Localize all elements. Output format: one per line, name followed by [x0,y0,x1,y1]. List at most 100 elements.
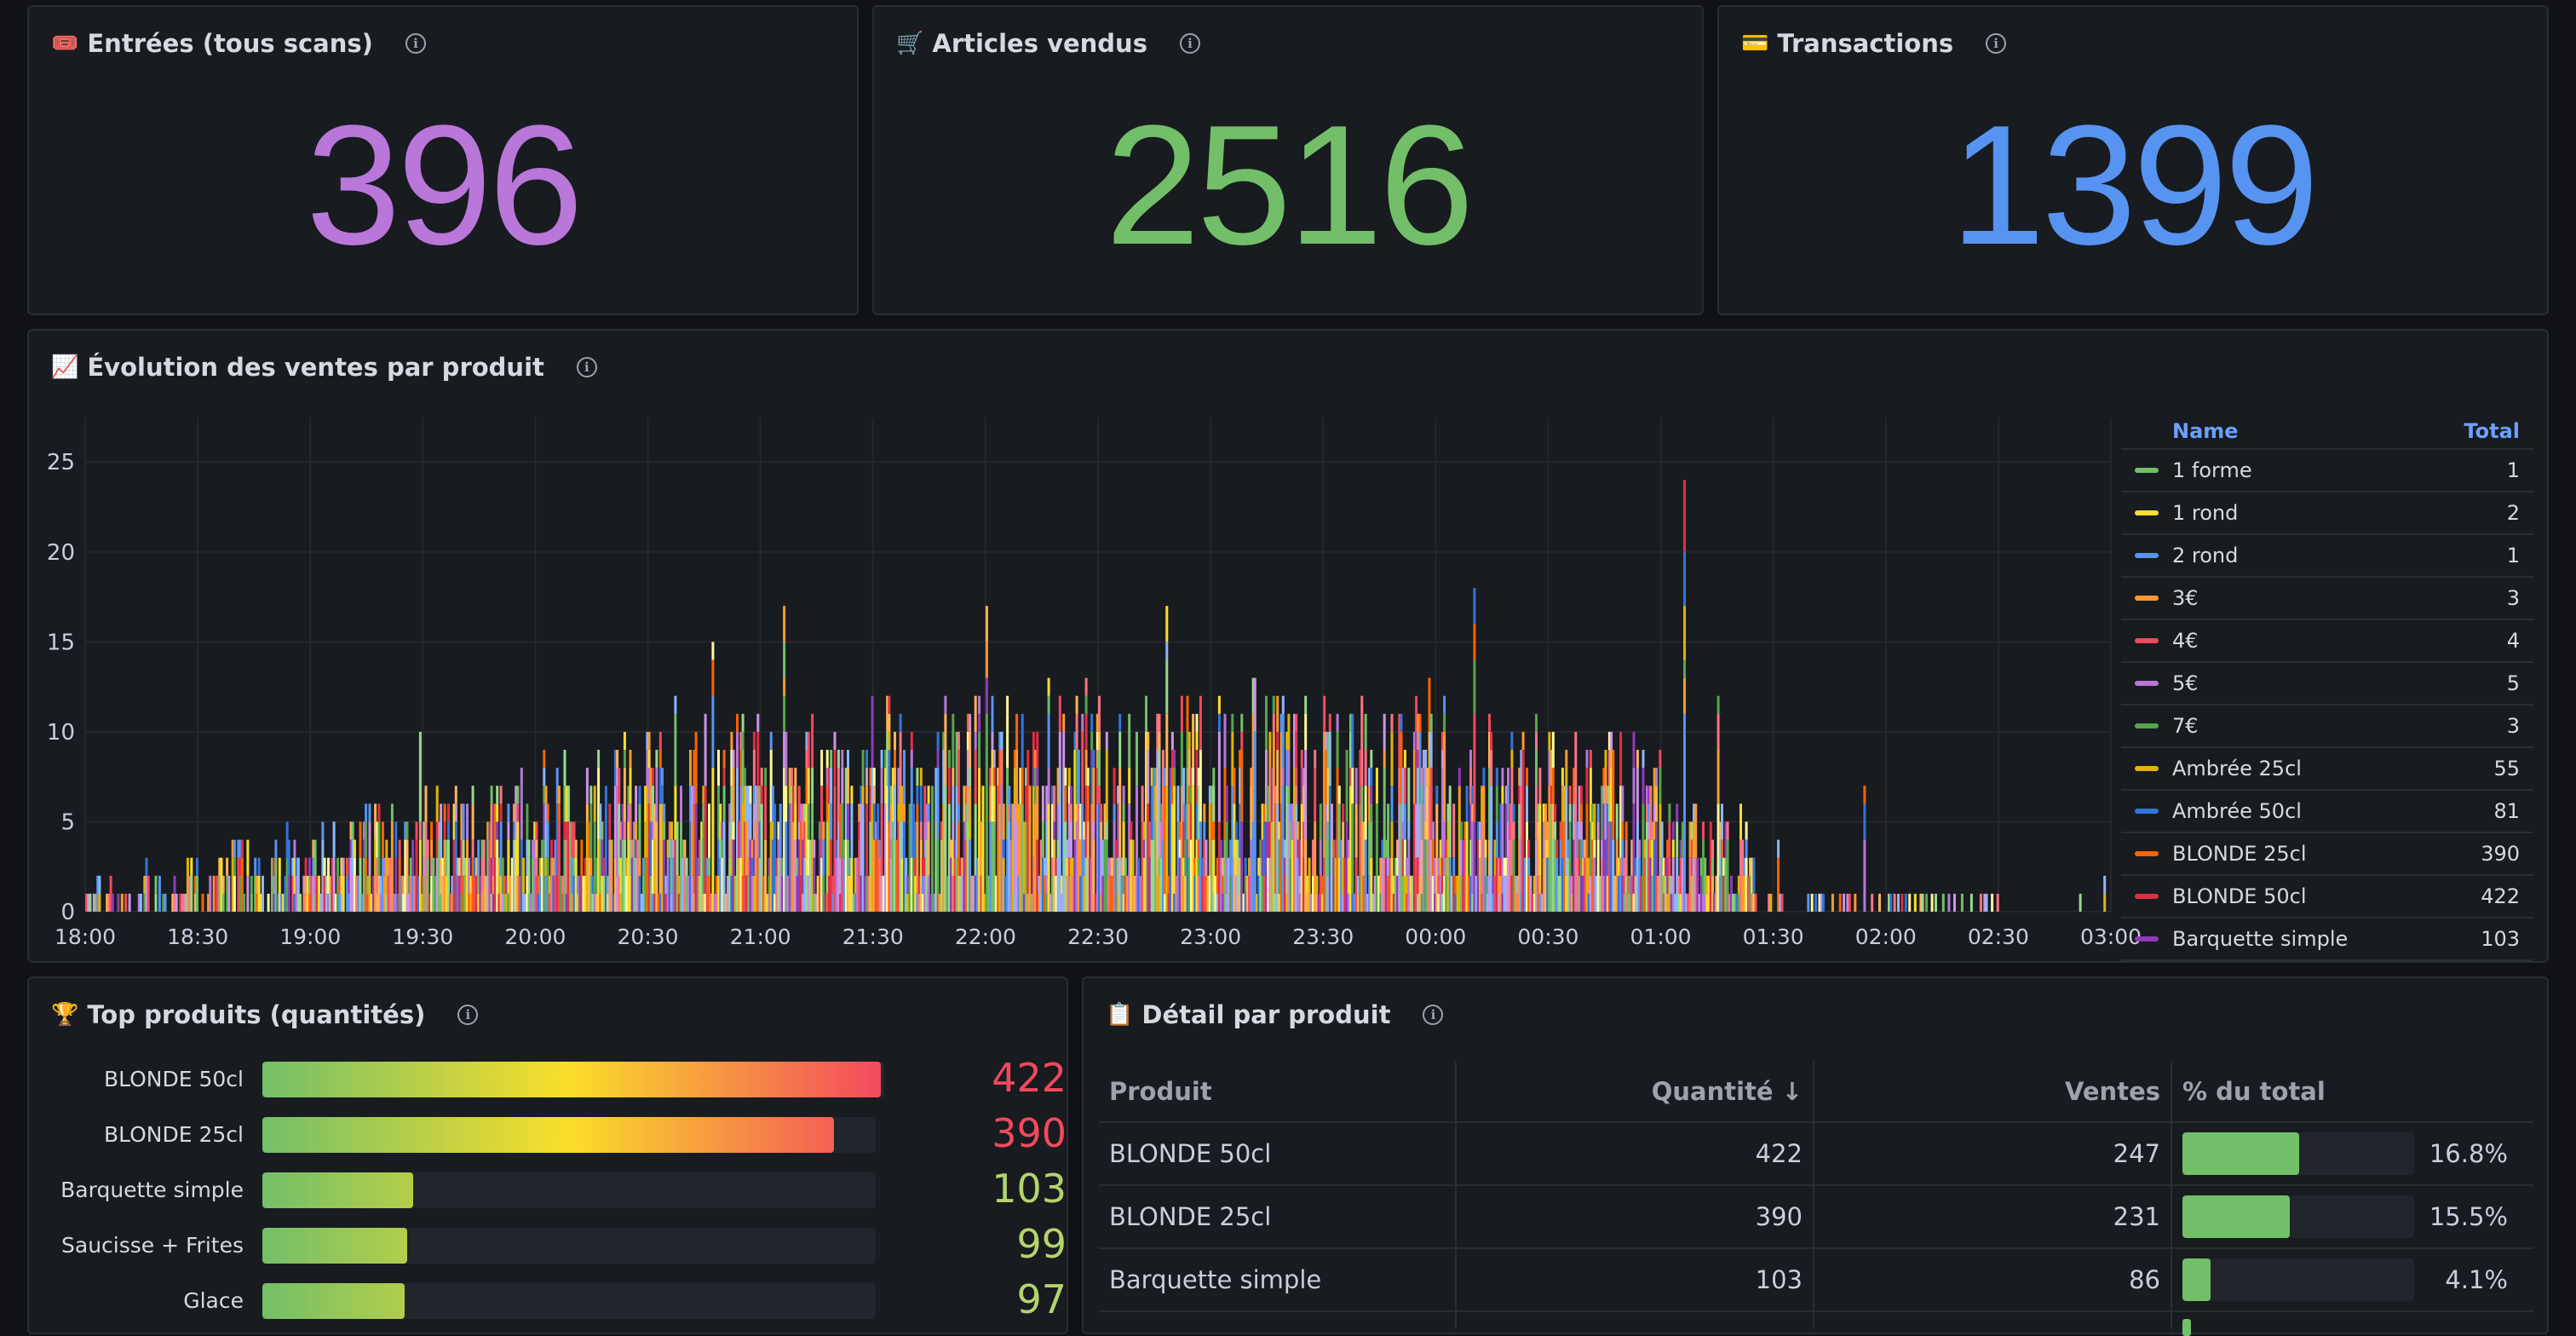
chart-bar-segment[interactable] [1624,839,1628,876]
chart-bar-segment[interactable] [1677,893,1681,912]
chart-bar-segment[interactable] [1969,893,1973,912]
chart-bar-segment[interactable] [736,768,739,858]
chart-bar-segment[interactable] [623,768,626,822]
chart-bar-segment[interactable] [218,857,221,876]
chart-bar-segment[interactable] [1484,857,1487,876]
chart-bar-segment[interactable] [1642,803,1645,912]
bar-track[interactable] [262,1062,884,1097]
chart-bar-segment[interactable] [1615,839,1619,912]
chart-bar-segment[interactable] [1250,768,1253,786]
chart-bar-segment[interactable] [154,875,158,894]
chart-bar-segment[interactable] [702,839,705,894]
chart-bar-segment[interactable] [783,642,786,678]
chart-bar-segment[interactable] [293,893,296,912]
chart-bar-segment[interactable] [779,803,782,858]
chart-bar-segment[interactable] [1186,803,1189,840]
chart-bar-segment[interactable] [616,875,619,912]
chart-bar-segment[interactable] [1688,821,1692,858]
chart-bar-segment[interactable] [827,803,831,876]
chart-bar-segment[interactable] [1062,731,1066,786]
chart-bar-segment[interactable] [897,803,900,822]
chart-bar-segment[interactable] [1526,786,1528,822]
chart-bar-segment[interactable] [1298,839,1302,876]
chart-bar-segment[interactable] [811,839,814,912]
chart-bar-segment[interactable] [1722,875,1726,912]
chart-bar-segment[interactable] [1298,875,1302,894]
chart-bar-segment[interactable] [842,857,846,912]
chart-bar-segment[interactable] [145,875,148,912]
chart-bar-segment[interactable] [813,839,816,858]
chart-bar-segment[interactable] [721,821,724,840]
chart-bar-segment[interactable] [1139,875,1142,912]
bar-track[interactable] [262,1228,876,1264]
chart-bar-segment[interactable] [722,750,726,769]
chart-bar-segment[interactable] [571,821,574,858]
chart-bar-segment[interactable] [1473,588,1476,625]
chart-bar-segment[interactable] [1585,857,1589,876]
chart-bar-segment[interactable] [719,839,722,858]
chart-bar-segment[interactable] [377,875,381,912]
chart-bar-segment[interactable] [1201,875,1205,912]
chart-bar-segment[interactable] [496,821,499,840]
chart-bar-segment[interactable] [1222,857,1225,876]
chart-bar-segment[interactable] [1077,803,1080,840]
chart-bar-segment[interactable] [1434,893,1437,912]
chart-bar-segment[interactable] [1501,803,1504,894]
chart-bar-segment[interactable] [503,893,506,912]
chart-bar-segment[interactable] [1471,786,1475,804]
chart-bar-segment[interactable] [1953,893,1956,912]
chart-bar-segment[interactable] [858,839,861,912]
chart-bar-segment[interactable] [693,803,696,894]
chart-bar-segment[interactable] [912,857,915,912]
chart-bar-segment[interactable] [1095,803,1099,912]
chart-bar-segment[interactable] [1278,821,1281,840]
chart-bar-segment[interactable] [666,839,670,858]
chart-bar-segment[interactable] [348,893,351,912]
chart-bar-segment[interactable] [769,821,773,912]
chart-bar-segment[interactable] [147,875,150,912]
chart-bar-segment[interactable] [1417,803,1420,858]
chart-bar-segment[interactable] [1715,875,1718,912]
chart-bar-segment[interactable] [739,731,743,750]
chart-bar-segment[interactable] [903,803,906,822]
chart-bar-segment[interactable] [1463,821,1467,840]
chart-bar-segment[interactable] [1420,768,1423,786]
chart-bar-segment[interactable] [1326,821,1330,876]
chart-bar-segment[interactable] [1142,839,1146,858]
chart-bar-segment[interactable] [1370,750,1373,769]
chart-bar-segment[interactable] [732,821,735,840]
chart-bar-segment[interactable] [623,731,626,750]
chart-bar-segment[interactable] [1593,803,1596,840]
chart-bar-segment[interactable] [1223,839,1227,912]
chart-bar-segment[interactable] [1070,786,1072,804]
chart-bar-segment[interactable] [1030,893,1033,912]
chart-bar-segment[interactable] [477,839,480,876]
chart-bar-segment[interactable] [1141,821,1144,912]
chart-bar-segment[interactable] [1607,786,1611,822]
chart-bar-segment[interactable] [1176,821,1180,912]
chart-bar-segment[interactable] [1573,768,1576,804]
chart-bar-segment[interactable] [193,875,197,894]
chart-bar-segment[interactable] [591,893,595,912]
chart-bar-segment[interactable] [687,875,690,912]
chart-bar-segment[interactable] [1036,786,1039,840]
chart-bar-segment[interactable] [331,857,334,876]
chart-bar-segment[interactable] [1279,713,1283,732]
chart-bar-segment[interactable] [702,821,705,840]
chart-bar-segment[interactable] [588,857,591,912]
chart-bar-segment[interactable] [1289,857,1292,912]
chart-bar-segment[interactable] [1067,786,1071,804]
chart-bar-segment[interactable] [756,786,760,858]
chart-bar-segment[interactable] [1164,768,1167,786]
chart-bar-segment[interactable] [1295,768,1298,786]
chart-bar-segment[interactable] [1008,803,1011,822]
chart-bar-segment[interactable] [985,642,988,678]
chart-bar-segment[interactable] [499,786,503,804]
chart-bar-segment[interactable] [841,750,844,769]
chart-bar-segment[interactable] [1345,786,1348,822]
chart-bar-segment[interactable] [940,839,943,876]
chart-bar-segment[interactable] [1261,875,1264,912]
chart-bar-segment[interactable] [865,875,868,912]
chart-bar-segment[interactable] [1671,821,1675,840]
chart-bar-segment[interactable] [807,839,810,876]
